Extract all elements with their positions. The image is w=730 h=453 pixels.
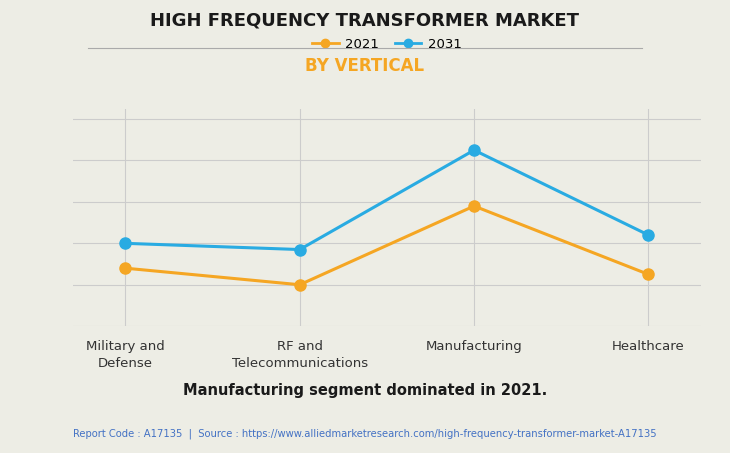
Text: BY VERTICAL: BY VERTICAL [305, 57, 425, 75]
Text: Report Code : A17135  |  Source : https://www.alliedmarketresearch.com/high-freq: Report Code : A17135 | Source : https://… [73, 428, 657, 439]
Text: Manufacturing segment dominated in 2021.: Manufacturing segment dominated in 2021. [183, 383, 547, 398]
Legend: 2021, 2031: 2021, 2031 [307, 33, 467, 56]
Text: HIGH FREQUENCY TRANSFORMER MARKET: HIGH FREQUENCY TRANSFORMER MARKET [150, 11, 580, 29]
